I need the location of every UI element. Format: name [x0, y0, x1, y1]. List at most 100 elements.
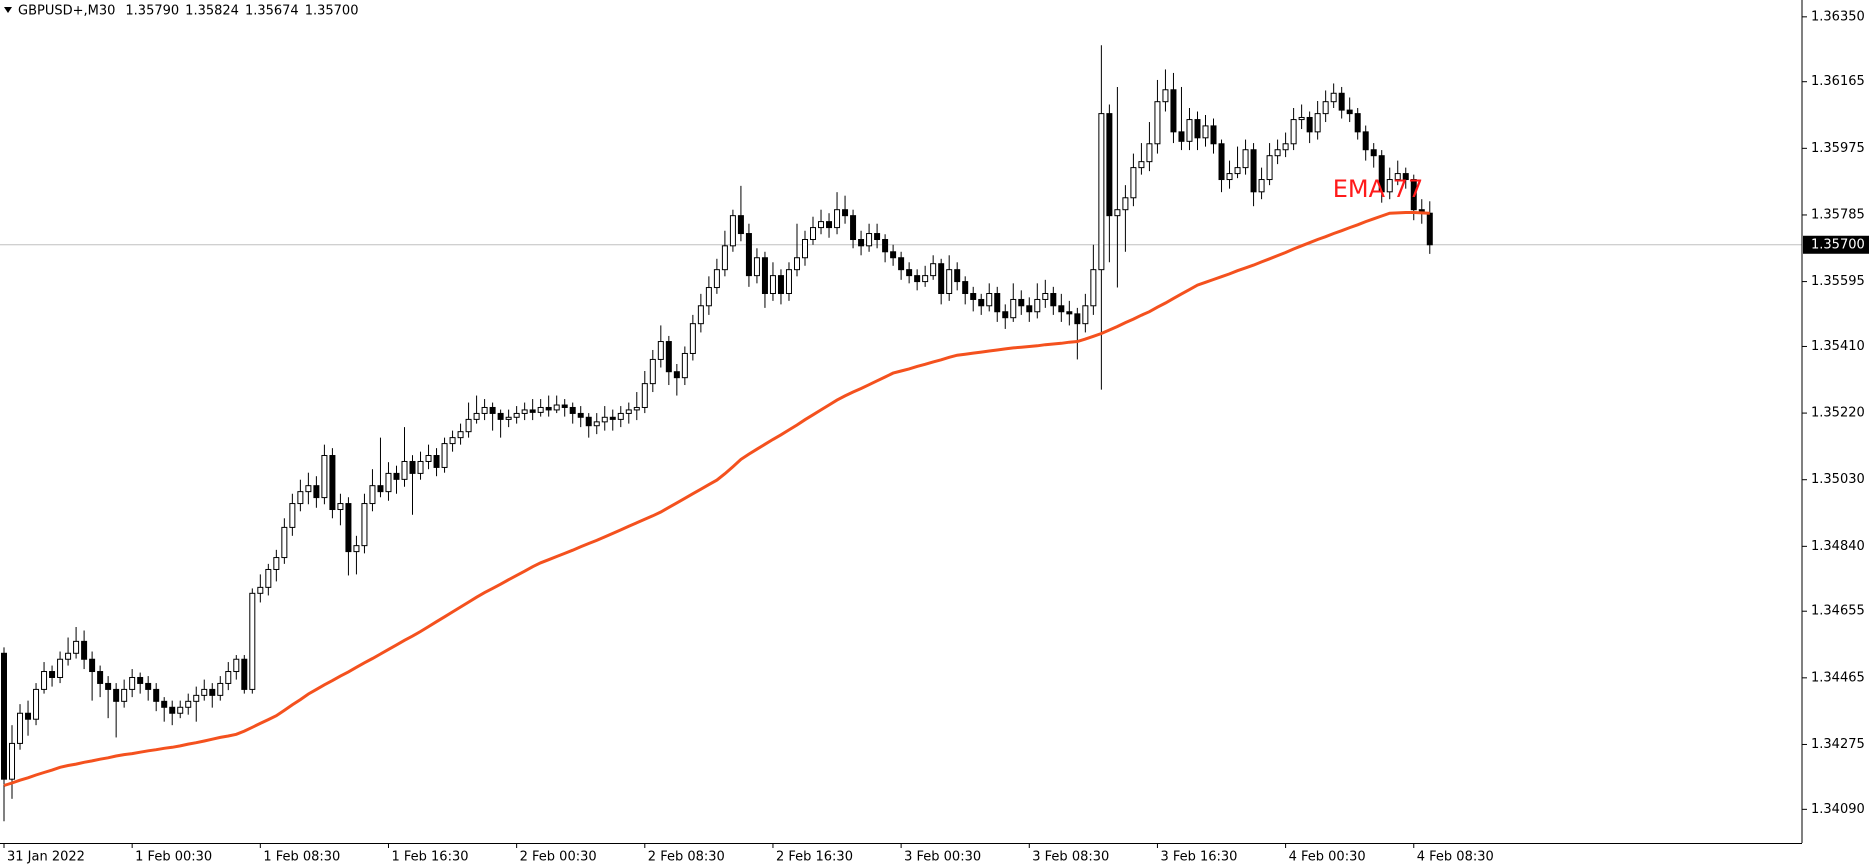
candle-body [769, 275, 776, 295]
candle-body [457, 431, 464, 439]
current-price-label: 1.35700 [1811, 237, 1865, 252]
candle-body [465, 418, 472, 433]
candle-body [129, 676, 136, 690]
candle-body [89, 658, 96, 673]
candle-body [105, 682, 112, 690]
candle-body [1234, 167, 1241, 175]
x-tick-label: 4 Feb 00:30 [1289, 850, 1366, 865]
current-price-box [1803, 235, 1869, 254]
candle-body [1106, 113, 1113, 217]
candle-body [145, 682, 152, 690]
candle-body [1282, 143, 1289, 151]
y-tick-label: 1.36350 [1811, 9, 1865, 24]
candle-body [810, 227, 817, 241]
candle-body [1258, 179, 1265, 193]
candle-body [1170, 89, 1177, 133]
candle-body [1266, 155, 1273, 181]
y-tick-label: 1.36165 [1811, 74, 1865, 89]
candle-body [521, 409, 528, 414]
y-tick-label: 1.34465 [1811, 670, 1865, 685]
candle-body [1, 652, 7, 780]
candle-body [577, 412, 584, 418]
candle-body [1042, 293, 1049, 300]
candle-body [489, 406, 496, 414]
candle-body [353, 545, 360, 553]
candle-body [1322, 101, 1329, 115]
candle-body [994, 293, 1001, 313]
candle-body [609, 416, 616, 420]
candle-body [1066, 311, 1073, 315]
candle-body [9, 742, 16, 780]
candle-body [745, 233, 752, 277]
candle-body [842, 209, 849, 217]
candle-body [1402, 173, 1409, 181]
y-tick-label: 1.34275 [1811, 737, 1865, 752]
candle-body [930, 263, 937, 277]
candle-body [777, 275, 784, 295]
header-close: 1.35700 [305, 4, 359, 19]
candle-body [1426, 212, 1433, 246]
candle-body [393, 472, 400, 480]
candle-body [866, 233, 873, 247]
candle-body [785, 269, 792, 295]
candle-body [1082, 305, 1089, 325]
candle-body [41, 671, 48, 690]
candle-body [425, 455, 432, 462]
candle-body [625, 409, 632, 414]
candle-body [209, 688, 216, 696]
candle-body [1298, 116, 1305, 121]
candle-body [1018, 298, 1025, 307]
candle-body [137, 676, 144, 684]
candle-body [834, 209, 841, 229]
candle-body [313, 485, 320, 499]
candle-body [1114, 209, 1121, 217]
candle-body [914, 275, 921, 283]
header-arrow [4, 7, 12, 13]
candle-body [121, 688, 128, 702]
candle-body [649, 358, 656, 385]
ema-line [3, 211, 1430, 787]
x-tick-label: 1 Feb 00:30 [135, 850, 212, 865]
candle-body [329, 455, 336, 511]
candle-body [113, 688, 120, 702]
y-tick-label: 1.35595 [1811, 274, 1865, 289]
x-tick-label: 3 Feb 16:30 [1160, 850, 1237, 865]
candle-body [641, 383, 648, 408]
candle-body [793, 257, 800, 271]
candle-body [665, 341, 672, 373]
candle-body [345, 503, 352, 553]
x-tick-label: 4 Feb 08:30 [1417, 850, 1494, 865]
candle-body [729, 215, 736, 247]
candle-body [1002, 311, 1009, 319]
candle-body [1378, 155, 1385, 193]
candle-body [545, 406, 552, 411]
candle-body [970, 293, 977, 300]
candle-body [802, 239, 808, 259]
y-tick-label: 1.35975 [1811, 141, 1865, 156]
candle-body [281, 526, 288, 559]
candle-body [737, 215, 744, 235]
candle-body [1130, 167, 1137, 199]
candle-body [153, 688, 160, 702]
candle-body [1330, 92, 1337, 103]
candle-body [1034, 298, 1041, 313]
candle-body [858, 239, 865, 247]
candle-body [826, 221, 833, 229]
x-tick-label: 1 Feb 08:30 [263, 850, 340, 865]
candle-body [161, 700, 168, 708]
candle-body [513, 412, 520, 418]
candle-body [433, 455, 440, 468]
candle-body [201, 688, 208, 696]
header-open: 1.35790 [125, 4, 179, 19]
candle-body [938, 263, 945, 295]
candle-body [882, 239, 889, 253]
x-tick-label: 3 Feb 08:30 [1032, 850, 1109, 865]
candle-body [1370, 149, 1377, 157]
candle-body [761, 257, 768, 295]
header-low: 1.35674 [245, 4, 299, 19]
candle-body [361, 503, 368, 547]
candle-body [289, 503, 296, 528]
candle-body [369, 485, 376, 505]
candle-body [1026, 305, 1033, 313]
candle-body [1194, 119, 1201, 139]
